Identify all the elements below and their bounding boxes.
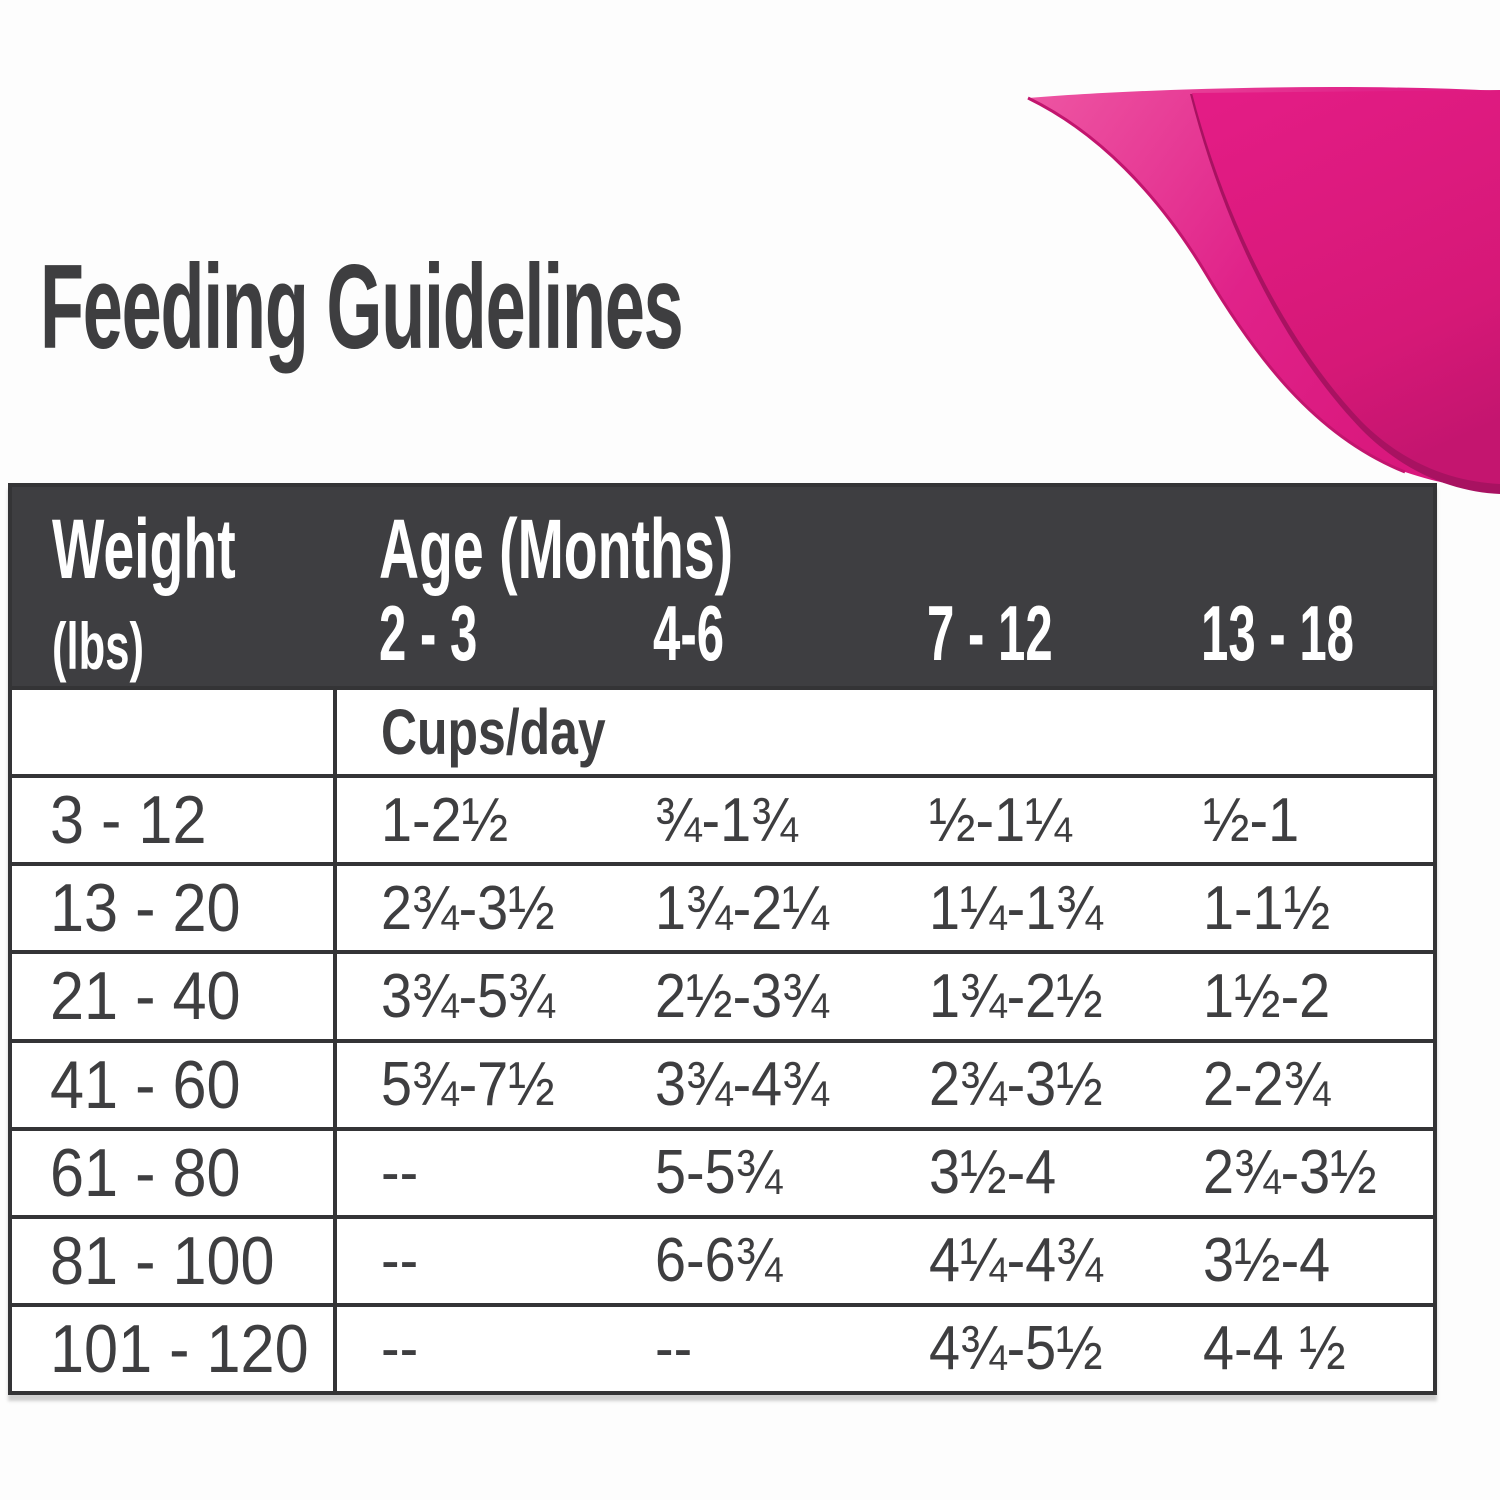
feeding-amount-cell: 5¾-7½ xyxy=(381,1050,555,1120)
row-values: 3¾-5¾ 2½-3¾ 1¾-2½ 1½-2 xyxy=(333,954,1433,1039)
feeding-amount-cell: 1-2½ xyxy=(381,785,509,855)
weight-range-cell: 13 - 20 xyxy=(50,870,241,947)
feeding-amount-cell: ¾-1¾ xyxy=(655,785,798,855)
page-title: Feeding Guidelines xyxy=(40,240,1111,374)
units-row: Cups/day xyxy=(12,686,1433,775)
feeding-amount-cell: 2¾-3½ xyxy=(1203,1138,1377,1208)
table-row: 101 - 120 -- -- 4¾-5½ 4-4 ½ xyxy=(12,1302,1433,1391)
feeding-guidelines-table: Weight (lbs) Age (Months) 2 - 3 4-6 7 - … xyxy=(8,483,1437,1395)
feeding-amount-cell: 1½-2 xyxy=(1203,961,1331,1031)
age-header-cell: Age (Months) 2 - 3 4-6 7 - 12 13 - 18 xyxy=(333,487,1433,686)
feeding-amount-cell: 3¾-5¾ xyxy=(381,961,555,1031)
row-values: -- -- 4¾-5½ 4-4 ½ xyxy=(333,1306,1433,1391)
units-row-values: Cups/day xyxy=(333,690,1433,775)
weight-header-cell: Weight (lbs) xyxy=(12,487,333,686)
feeding-amount-cell: 3¾-4¾ xyxy=(655,1050,829,1120)
age-column-label-7-12: 7 - 12 xyxy=(927,589,1053,677)
feeding-amount-cell: 6-6¾ xyxy=(655,1226,783,1296)
feeding-amount-cell: 3½-4 xyxy=(929,1138,1057,1208)
age-column-label-2-3: 2 - 3 xyxy=(379,589,478,677)
row-values: -- 6-6¾ 4¼-4¾ 3½-4 xyxy=(333,1218,1433,1303)
weight-range-cell: 61 - 80 xyxy=(50,1134,241,1211)
age-header-label: Age (Months) xyxy=(379,502,734,596)
feeding-amount-cell: 4-4 ½ xyxy=(1203,1314,1346,1384)
age-column-label-4-6: 4-6 xyxy=(653,589,725,677)
feeding-amount-cell: 2¾-3½ xyxy=(929,1050,1103,1120)
feeding-amount-cell: 2½-3¾ xyxy=(655,961,829,1031)
table-row: 61 - 80 -- 5-5¾ 3½-4 2¾-3½ xyxy=(12,1126,1433,1215)
feeding-amount-cell: 2-2¾ xyxy=(1203,1050,1331,1120)
age-column-labels: 2 - 3 4-6 7 - 12 13 - 18 xyxy=(333,594,1433,686)
weight-range-cell: 21 - 40 xyxy=(50,958,241,1035)
row-values: 1-2½ ¾-1¾ ½-1¼ ½-1 xyxy=(333,778,1433,863)
feeding-amount-cell: 1¾-2¼ xyxy=(655,873,829,943)
feeding-amount-cell: 2¾-3½ xyxy=(381,873,555,943)
weight-range-cell: 81 - 100 xyxy=(50,1222,275,1299)
swoosh-main-petal xyxy=(1192,90,1500,484)
table-row: 21 - 40 3¾-5¾ 2½-3¾ 1¾-2½ 1½-2 xyxy=(12,950,1433,1039)
weight-range-cell: 41 - 60 xyxy=(50,1046,241,1123)
table-row: 3 - 12 1-2½ ¾-1¾ ½-1¼ ½-1 xyxy=(12,774,1433,863)
weight-header-label: Weight xyxy=(52,502,236,596)
feeding-amount-cell: 5-5¾ xyxy=(655,1138,783,1208)
feeding-amount-cell: -- xyxy=(381,1226,419,1296)
feeding-amount-cell: ½-1¼ xyxy=(929,785,1072,855)
weight-range-cell: 3 - 12 xyxy=(50,782,207,859)
table-row: 13 - 20 2¾-3½ 1¾-2¼ 1¼-1¾ 1-1½ xyxy=(12,862,1433,951)
weight-range-cell: 101 - 120 xyxy=(50,1310,309,1387)
feeding-amount-cell: -- xyxy=(381,1314,419,1384)
feeding-amount-cell: 4¾-5½ xyxy=(929,1314,1103,1384)
row-values: 5¾-7½ 3¾-4¾ 2¾-3½ 2-2¾ xyxy=(333,1042,1433,1127)
row-values: -- 5-5¾ 3½-4 2¾-3½ xyxy=(333,1130,1433,1215)
row-values: 2¾-3½ 1¾-2¼ 1¼-1¾ 1-1½ xyxy=(333,866,1433,951)
table-header: Weight (lbs) Age (Months) 2 - 3 4-6 7 - … xyxy=(12,487,1433,686)
page-title-text: Feeding Guidelines xyxy=(40,240,684,374)
feeding-amount-cell: 1¾-2½ xyxy=(929,961,1103,1031)
weight-header-unit: (lbs) xyxy=(52,609,144,683)
feeding-amount-cell: ½-1 xyxy=(1203,785,1300,855)
feeding-amount-cell: 1-1½ xyxy=(1203,873,1331,943)
table-row: 41 - 60 5¾-7½ 3¾-4¾ 2¾-3½ 2-2¾ xyxy=(12,1038,1433,1127)
units-label: Cups/day xyxy=(381,696,606,769)
age-column-label-13-18: 13 - 18 xyxy=(1201,589,1354,677)
feeding-amount-cell: -- xyxy=(381,1138,419,1208)
feeding-amount-cell: -- xyxy=(655,1314,693,1384)
table-row: 81 - 100 -- 6-6¾ 4¼-4¾ 3½-4 xyxy=(12,1214,1433,1303)
swoosh-dark-rim xyxy=(1190,91,1500,494)
feeding-amount-cell: 4¼-4¾ xyxy=(929,1226,1103,1296)
units-row-empty-cell xyxy=(12,690,333,774)
feeding-amount-cell: 1¼-1¾ xyxy=(929,873,1103,943)
feeding-amount-cell: 3½-4 xyxy=(1203,1226,1331,1296)
